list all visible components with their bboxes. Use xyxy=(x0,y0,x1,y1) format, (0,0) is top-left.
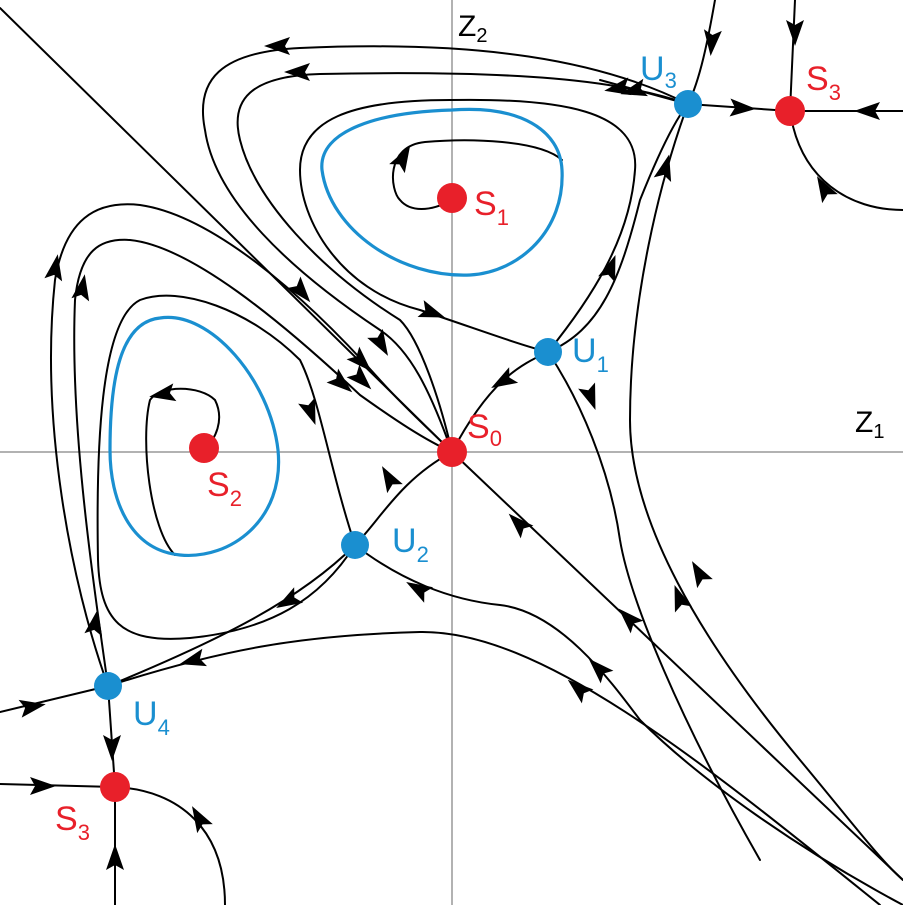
flow-arrow xyxy=(578,382,596,411)
flow-arrow xyxy=(567,679,594,704)
flow-arrow xyxy=(149,383,177,402)
trajectory-corner-1 xyxy=(639,719,903,905)
trajectory-s1-outer xyxy=(201,45,689,453)
flow-arrow xyxy=(192,806,213,834)
trajectory-s3-top xyxy=(789,0,796,112)
flow-arrow xyxy=(692,561,713,589)
flow-arrow xyxy=(298,397,316,426)
flow-arrow xyxy=(620,78,648,97)
flow-arrow xyxy=(18,699,46,718)
trajectory-corner-2 xyxy=(629,103,903,881)
trajectory-corner-3 xyxy=(107,630,881,905)
flow-arrow xyxy=(604,77,632,96)
u4-label: U4 xyxy=(133,695,170,740)
u3-point xyxy=(674,90,702,118)
flow-arrow xyxy=(106,844,124,870)
flow-arrow xyxy=(406,582,434,603)
flow-arrow xyxy=(326,368,353,393)
trajectory-u1-down xyxy=(547,351,761,861)
s3-point-bottom xyxy=(100,772,130,802)
flow-arrow xyxy=(389,146,410,174)
trajectory-s1-inner xyxy=(299,98,637,353)
flow-arrow xyxy=(729,98,756,117)
u1-point xyxy=(534,338,562,366)
trajectory-u4-s3 xyxy=(107,685,116,788)
u3-label: U3 xyxy=(640,50,677,93)
u4-point xyxy=(94,672,122,700)
s1-label: S1 xyxy=(474,185,509,230)
trajectory-s1-middle xyxy=(236,72,689,453)
flow-arrow xyxy=(84,609,103,637)
flow-arrow xyxy=(264,37,290,55)
flow-arrow xyxy=(653,154,672,182)
s3-label-top: S3 xyxy=(806,60,841,105)
flow-arrow xyxy=(786,20,804,46)
flow-arrow xyxy=(367,328,388,356)
trajectory-s3b-curve xyxy=(114,786,226,905)
separatrix-diagonal xyxy=(0,7,453,453)
trajectory-u4-left xyxy=(0,685,109,713)
trajectory-s3-curve xyxy=(789,110,903,211)
s2-point xyxy=(189,433,219,463)
flow-arrow xyxy=(417,300,446,318)
flow-arrow xyxy=(276,587,304,608)
flow-arrow xyxy=(44,254,63,282)
flow-arrow xyxy=(817,176,838,204)
flow-arrow xyxy=(491,367,519,388)
trajectory-s2-middle xyxy=(73,238,453,687)
s3-label-bottom: S3 xyxy=(55,800,90,845)
flow-arrow xyxy=(346,346,372,372)
trajectory-s1-spiral xyxy=(391,139,563,210)
flow-arrow xyxy=(508,513,534,539)
flow-arrow xyxy=(382,466,403,494)
trajectory-u1-u3 xyxy=(547,103,689,353)
flow-arrow xyxy=(286,276,311,303)
flow-arrow xyxy=(854,102,880,120)
u2-label: U2 xyxy=(392,522,429,567)
flow-arrow xyxy=(598,254,616,283)
flow-arrow xyxy=(703,29,722,56)
u2-point xyxy=(341,531,369,559)
flow-arrow xyxy=(30,777,56,795)
flow-arrow xyxy=(674,584,692,613)
flow-arrow xyxy=(618,608,644,634)
trajectory-u2-right xyxy=(354,544,641,721)
trajectory-s3-left xyxy=(0,783,116,788)
s0-point xyxy=(437,437,467,467)
limit-cycle-s1 xyxy=(320,107,564,277)
s2-label: S2 xyxy=(207,466,242,511)
trajectory-u2-u4 xyxy=(107,544,356,687)
flow-arrows xyxy=(18,20,880,870)
trajectory-s2-outer xyxy=(50,203,453,687)
flow-arrow xyxy=(179,648,207,667)
z2-axis-label: Z2 xyxy=(458,10,487,47)
s3-point-top xyxy=(775,96,805,126)
flow-arrow xyxy=(588,658,614,684)
flow-arrow xyxy=(71,274,90,302)
flow-arrow xyxy=(346,364,372,390)
u1-label: U1 xyxy=(572,332,609,377)
s0-label: S0 xyxy=(467,408,502,451)
limit-cycle-s2 xyxy=(108,315,281,557)
trajectory-corner-s0 xyxy=(451,451,903,881)
flow-arrow xyxy=(284,63,310,81)
flow-arrow xyxy=(103,735,121,761)
trajectory-s2-inner xyxy=(96,294,356,640)
s1-point xyxy=(437,183,467,213)
z1-axis-label: Z1 xyxy=(855,406,884,443)
